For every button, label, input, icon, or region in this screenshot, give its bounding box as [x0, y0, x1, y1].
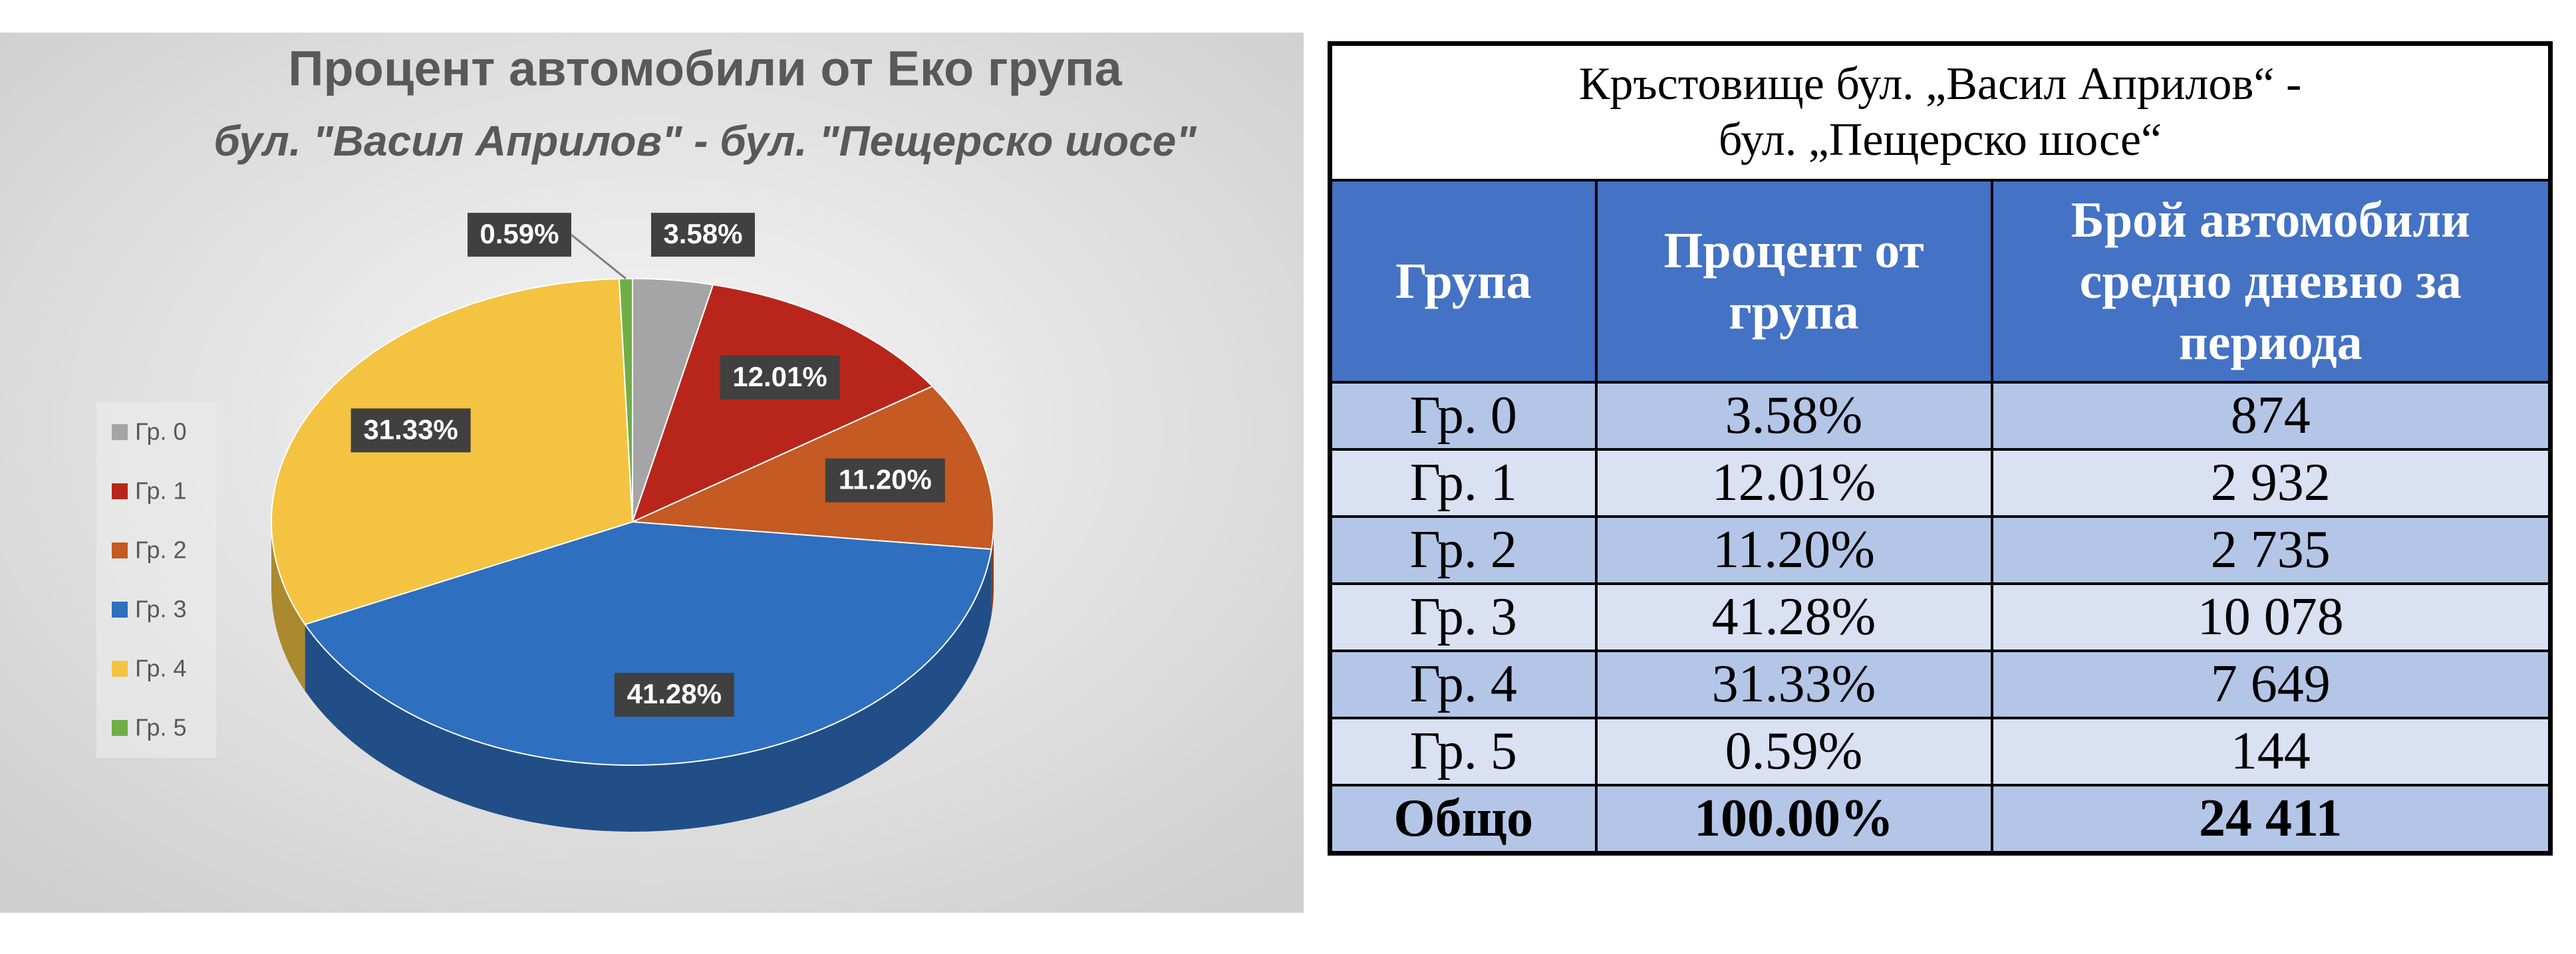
- pie-tops: [271, 277, 994, 767]
- header-cell: Брой автомобили средно дневно за периода: [1990, 179, 2552, 384]
- title-line: Кръстовище бул. „Васил Априлов“ -: [1578, 59, 2302, 110]
- data-labels: 3.58% 12.01% 11.20% 41.28% 31.33% 0.59%: [351, 213, 945, 717]
- table-cell: 31.33%: [1594, 650, 1993, 719]
- header-cell: Група: [1328, 179, 1598, 384]
- legend-swatch: [112, 602, 128, 618]
- data-table: Кръстовище бул. „Васил Априлов“ - бул. „П…: [1328, 41, 2553, 856]
- legend-label: Гр. 1: [135, 477, 187, 505]
- legend: Гр. 0 Гр. 1 Гр. 2 Гр. 3 Гр. 4 Гр. 5: [112, 418, 187, 741]
- legend-label: Гр. 0: [135, 418, 187, 445]
- legend-box: [96, 402, 216, 758]
- table-cell: 7 649: [1990, 650, 2552, 719]
- table-row: Общо 100.00% 24 411: [1328, 784, 2552, 855]
- label-box: [351, 408, 471, 453]
- table-cell: 2 735: [1990, 515, 2552, 585]
- label-box: [825, 458, 945, 503]
- slice-side: [271, 522, 305, 691]
- label-box: [467, 213, 571, 257]
- table-row: Гр. 0 3.58% 874: [1328, 381, 2552, 451]
- legend-label: Гр. 5: [135, 714, 187, 741]
- table-row: Гр. 4 31.33% 7 649: [1328, 650, 2552, 719]
- table-cell: 3.58%: [1594, 381, 1993, 451]
- label-box: [614, 673, 734, 717]
- legend-swatch: [112, 424, 128, 440]
- table-cell: 100.00%: [1594, 784, 1993, 855]
- legend-label: Гр. 4: [135, 655, 187, 682]
- legend-swatch: [112, 720, 128, 736]
- table-cell: 144: [1990, 717, 2552, 786]
- slice-side: [305, 549, 992, 832]
- title-line: бул. „Пещерско шосе“: [1718, 114, 2162, 166]
- table-cell: Гр. 0: [1328, 381, 1598, 451]
- legend-swatch: [112, 542, 128, 558]
- label-box: [720, 355, 840, 400]
- legend-label: Гр. 3: [135, 596, 187, 623]
- header-cell: Процент от група: [1594, 179, 1993, 384]
- table-cell: 41.28%: [1594, 582, 1993, 652]
- data-label: 12.01%: [732, 361, 827, 392]
- slice: [632, 385, 994, 550]
- table-cell: Гр. 5: [1328, 717, 1598, 786]
- slice-side: [991, 522, 994, 616]
- table-cell: Гр. 1: [1328, 448, 1598, 518]
- table-cell: 2 932: [1990, 448, 2552, 518]
- table-cell: 874: [1990, 381, 2552, 451]
- table-cell: 0.59%: [1594, 717, 1993, 786]
- slice: [303, 521, 992, 767]
- table-row: Гр. 2 11.20% 2 735: [1328, 515, 2552, 585]
- legend-swatch: [112, 483, 128, 499]
- data-label: 41.28%: [627, 678, 722, 709]
- table-cell: 24 411: [1990, 784, 2552, 855]
- data-label: 0.59%: [480, 218, 559, 249]
- table-title: Кръстовище бул. „Васил Априлов“ - бул. „П…: [1328, 42, 2552, 181]
- data-label: 11.20%: [839, 464, 932, 495]
- table-cell: 11.20%: [1594, 515, 1993, 585]
- table-cell: Гр. 3: [1328, 582, 1598, 652]
- table-row: Гр. 1 12.01% 2 932: [1328, 448, 2552, 518]
- data-label: 31.33%: [363, 414, 458, 445]
- data-label: 3.58%: [663, 218, 742, 249]
- table-cell: Гр. 4: [1328, 650, 1598, 719]
- label-box: [650, 213, 755, 257]
- legend-swatch: [112, 661, 128, 677]
- chart-subtitle: бул. "Васил Априлов" - бул. "Пещерско шо…: [214, 117, 1197, 165]
- table-cell: Гр. 2: [1328, 515, 1598, 585]
- table-cell: 10 078: [1990, 582, 2552, 652]
- table-cell: 12.01%: [1594, 448, 1993, 518]
- legend-label: Гр. 2: [135, 537, 187, 564]
- table-row: Гр. 5 0.59% 144: [1328, 717, 2552, 786]
- pie-sides: [271, 522, 994, 832]
- leader-line: [570, 233, 627, 280]
- chart-title: Процент автомобили от Еко група: [288, 41, 1122, 96]
- pie-chart: Процент автомобили от Еко група бул. "Ва…: [0, 33, 1304, 913]
- table-cell: Общо: [1328, 784, 1598, 855]
- table-row: Гр. 3 41.28% 10 078: [1328, 582, 2552, 652]
- slice: [631, 284, 934, 523]
